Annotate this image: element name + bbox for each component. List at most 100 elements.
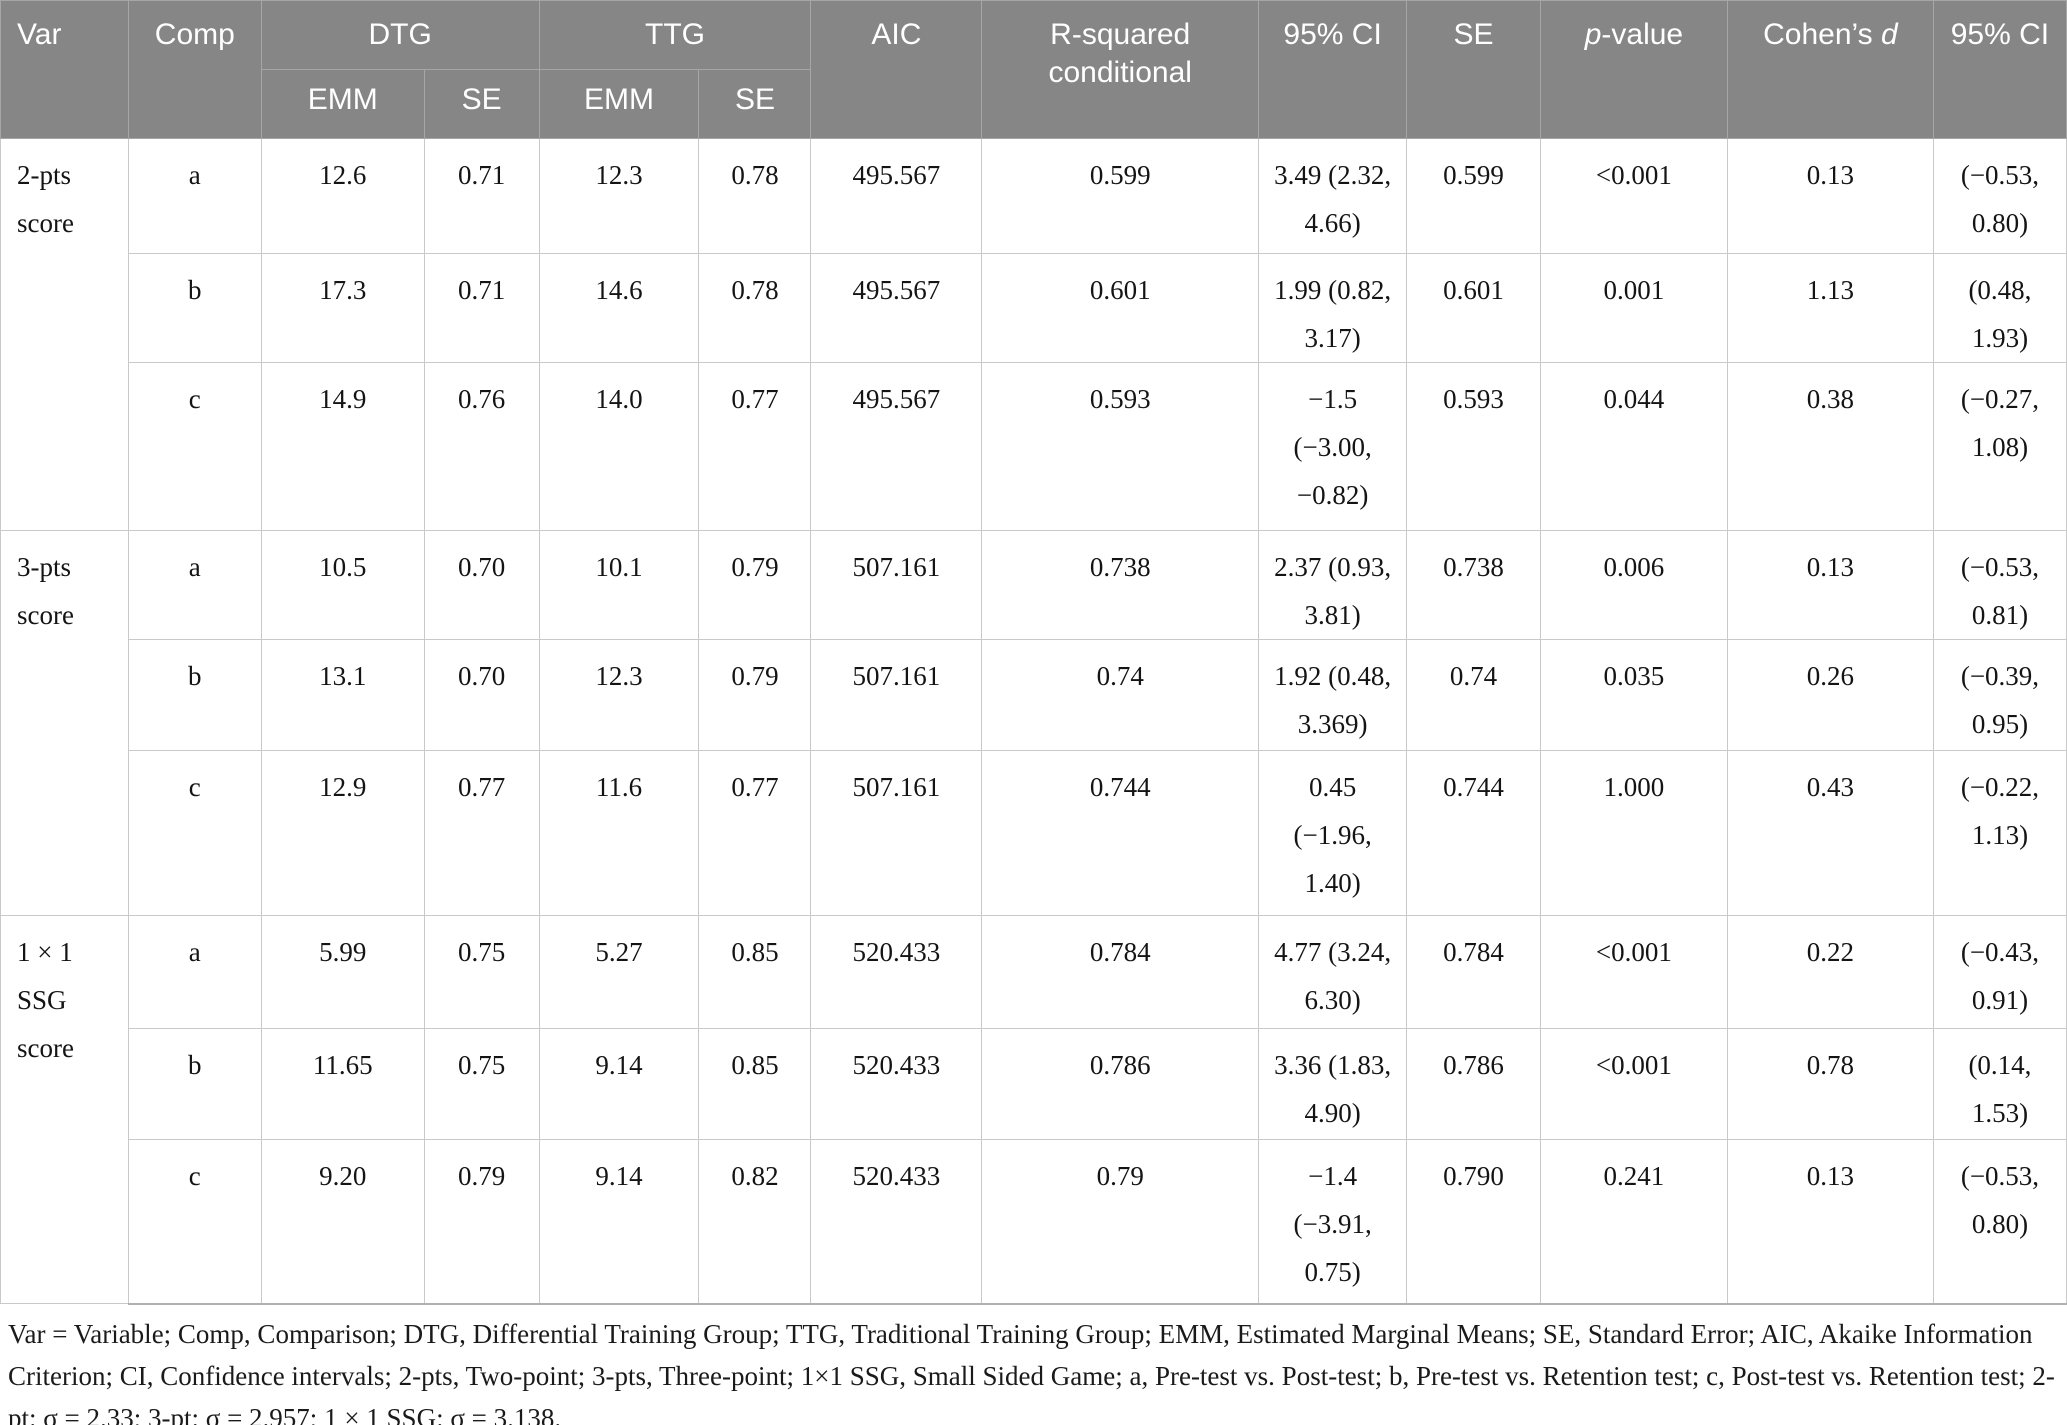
cell-dtg-se: 0.79 [423, 1139, 540, 1305]
cell-p-value: 0.044 [1539, 362, 1728, 531]
cell-ci95-2: (0.14, 1.53) [1932, 1028, 2067, 1140]
col-header-dtg: DTG [260, 0, 540, 70]
cell-ttg-emm: 10.1 [538, 530, 700, 640]
cell-comp: c [127, 1139, 262, 1305]
cell-cohens-d: 0.78 [1726, 1028, 1934, 1140]
cell-r-squared: 0.599 [981, 138, 1260, 254]
cell-dtg-emm: 12.6 [260, 138, 425, 254]
cell-aic: 520.433 [810, 1139, 983, 1305]
cell-ci95: 3.49 (2.32, 4.66) [1258, 138, 1408, 254]
cell-cohens-d: 0.13 [1726, 1139, 1934, 1305]
table-row: b 13.1 0.70 12.3 0.79 507.161 0.74 1.92 … [1, 639, 2067, 751]
cell-comp: a [127, 530, 262, 640]
cell-ci95: −1.5 (−3.00, −0.82) [1258, 362, 1408, 531]
cell-comp: b [127, 253, 262, 363]
cell-dtg-emm: 5.99 [260, 915, 425, 1029]
cell-dtg-se: 0.77 [423, 750, 540, 916]
cell-cohens-d: 0.22 [1726, 915, 1934, 1029]
cell-dtg-emm: 17.3 [260, 253, 425, 363]
cell-aic: 507.161 [810, 530, 983, 640]
cell-se: 0.790 [1406, 1139, 1541, 1305]
p-value-italic-p: p [1584, 18, 1602, 51]
cell-dtg-se: 0.70 [423, 639, 540, 751]
cell-ci95-2: (−0.22, 1.13) [1932, 750, 2067, 916]
cell-comp: a [127, 915, 262, 1029]
cell-cohens-d: 0.38 [1726, 362, 1934, 531]
cell-ttg-emm: 5.27 [538, 915, 700, 1029]
cohens-prefix: Cohen’s [1763, 18, 1881, 51]
cell-comp: a [127, 138, 262, 254]
cell-p-value: 0.035 [1539, 639, 1728, 751]
cell-ttg-emm: 9.14 [538, 1139, 700, 1305]
row-group-label-2pts: 2-pts score [0, 138, 129, 531]
cohens-italic-d: d [1880, 18, 1898, 51]
cell-ci95-2: (0.48, 1.93) [1932, 253, 2067, 363]
cell-aic: 507.161 [810, 639, 983, 751]
cell-comp: c [127, 362, 262, 531]
table-row: c 9.20 0.79 9.14 0.82 520.433 0.79 −1.4 … [1, 1139, 2067, 1305]
cell-r-squared: 0.784 [981, 915, 1260, 1029]
cell-dtg-emm: 14.9 [260, 362, 425, 531]
col-subheader-ttg-se: SE [698, 69, 812, 139]
col-header-se: SE [1406, 0, 1541, 139]
table-row: 2-pts score a 12.6 0.71 12.3 0.78 495.56… [0, 138, 2067, 531]
header-row-2: EMM SE EMM SE [1, 69, 2067, 139]
header-row-1: Var Comp DTG TTG AIC R-squared condition… [0, 0, 2067, 139]
cell-se: 0.784 [1406, 915, 1541, 1029]
cell-ci95-2: (−0.53, 0.81) [1932, 530, 2067, 640]
cell-aic: 507.161 [810, 750, 983, 916]
cell-ttg-se: 0.78 [698, 138, 812, 254]
cell-ttg-se: 0.77 [698, 750, 812, 916]
cell-ttg-se: 0.79 [698, 530, 812, 640]
cell-cohens-d: 1.13 [1726, 253, 1934, 363]
col-header-ttg: TTG [538, 0, 812, 70]
cell-ttg-se: 0.85 [698, 915, 812, 1029]
cell-dtg-emm: 13.1 [260, 639, 425, 751]
cell-ttg-se: 0.78 [698, 253, 812, 363]
cell-r-squared: 0.74 [981, 639, 1260, 751]
cell-ci95-2: (−0.43, 0.91) [1932, 915, 2067, 1029]
table-row: 1 × 1 SSG score a 5.99 0.75 5.27 0.85 52… [0, 915, 2067, 1304]
cell-p-value: <0.001 [1539, 1028, 1728, 1140]
cell-dtg-emm: 12.9 [260, 750, 425, 916]
col-header-var: Var [0, 0, 129, 139]
cell-ci95-2: (−0.53, 0.80) [1932, 138, 2067, 254]
cell-ttg-emm: 12.3 [538, 639, 700, 751]
cell-ttg-emm: 9.14 [538, 1028, 700, 1140]
cell-aic: 520.433 [810, 1028, 983, 1140]
cell-r-squared: 0.79 [981, 1139, 1260, 1305]
cell-ttg-se: 0.77 [698, 362, 812, 531]
cell-r-squared: 0.593 [981, 362, 1260, 531]
col-header-r-squared: R-squared conditional [981, 0, 1260, 139]
cell-p-value: 0.001 [1539, 253, 1728, 363]
cell-p-value: 1.000 [1539, 750, 1728, 916]
col-header-ci95: 95% CI [1258, 0, 1408, 139]
cell-se: 0.738 [1406, 530, 1541, 640]
cell-comp: c [127, 750, 262, 916]
table-row: c 14.9 0.76 14.0 0.77 495.567 0.593 −1.5… [1, 362, 2067, 531]
cell-ttg-se: 0.85 [698, 1028, 812, 1140]
cell-ci95: 2.37 (0.93, 3.81) [1258, 530, 1408, 640]
table-row: b 17.3 0.71 14.6 0.78 495.567 0.601 1.99… [1, 253, 2067, 363]
table-row: b 11.65 0.75 9.14 0.85 520.433 0.786 3.3… [1, 1028, 2067, 1140]
cell-aic: 520.433 [810, 915, 983, 1029]
col-header-p-value: p-value [1539, 0, 1728, 139]
cell-cohens-d: 0.13 [1726, 530, 1934, 640]
cell-cohens-d: 0.26 [1726, 639, 1934, 751]
col-header-aic: AIC [810, 0, 983, 139]
cell-ci95-2: (−0.53, 0.80) [1932, 1139, 2067, 1305]
table-row: 3-pts score a 10.5 0.70 10.1 0.79 507.16… [0, 530, 2067, 916]
cell-ci95: −1.4 (−3.91, 0.75) [1258, 1139, 1408, 1305]
col-subheader-dtg-emm: EMM [260, 69, 425, 139]
cell-dtg-emm: 11.65 [260, 1028, 425, 1140]
cell-se: 0.601 [1406, 253, 1541, 363]
table-row: c 12.9 0.77 11.6 0.77 507.161 0.744 0.45… [1, 750, 2067, 916]
cell-ttg-emm: 12.3 [538, 138, 700, 254]
cell-aic: 495.567 [810, 253, 983, 363]
cell-ci95: 1.92 (0.48, 3.369) [1258, 639, 1408, 751]
cell-dtg-se: 0.71 [423, 253, 540, 363]
cell-ci95: 4.77 (3.24, 6.30) [1258, 915, 1408, 1029]
cell-dtg-se: 0.75 [423, 1028, 540, 1140]
cell-p-value: <0.001 [1539, 915, 1728, 1029]
table-header: Var Comp DTG TTG AIC R-squared condition… [0, 0, 2067, 139]
